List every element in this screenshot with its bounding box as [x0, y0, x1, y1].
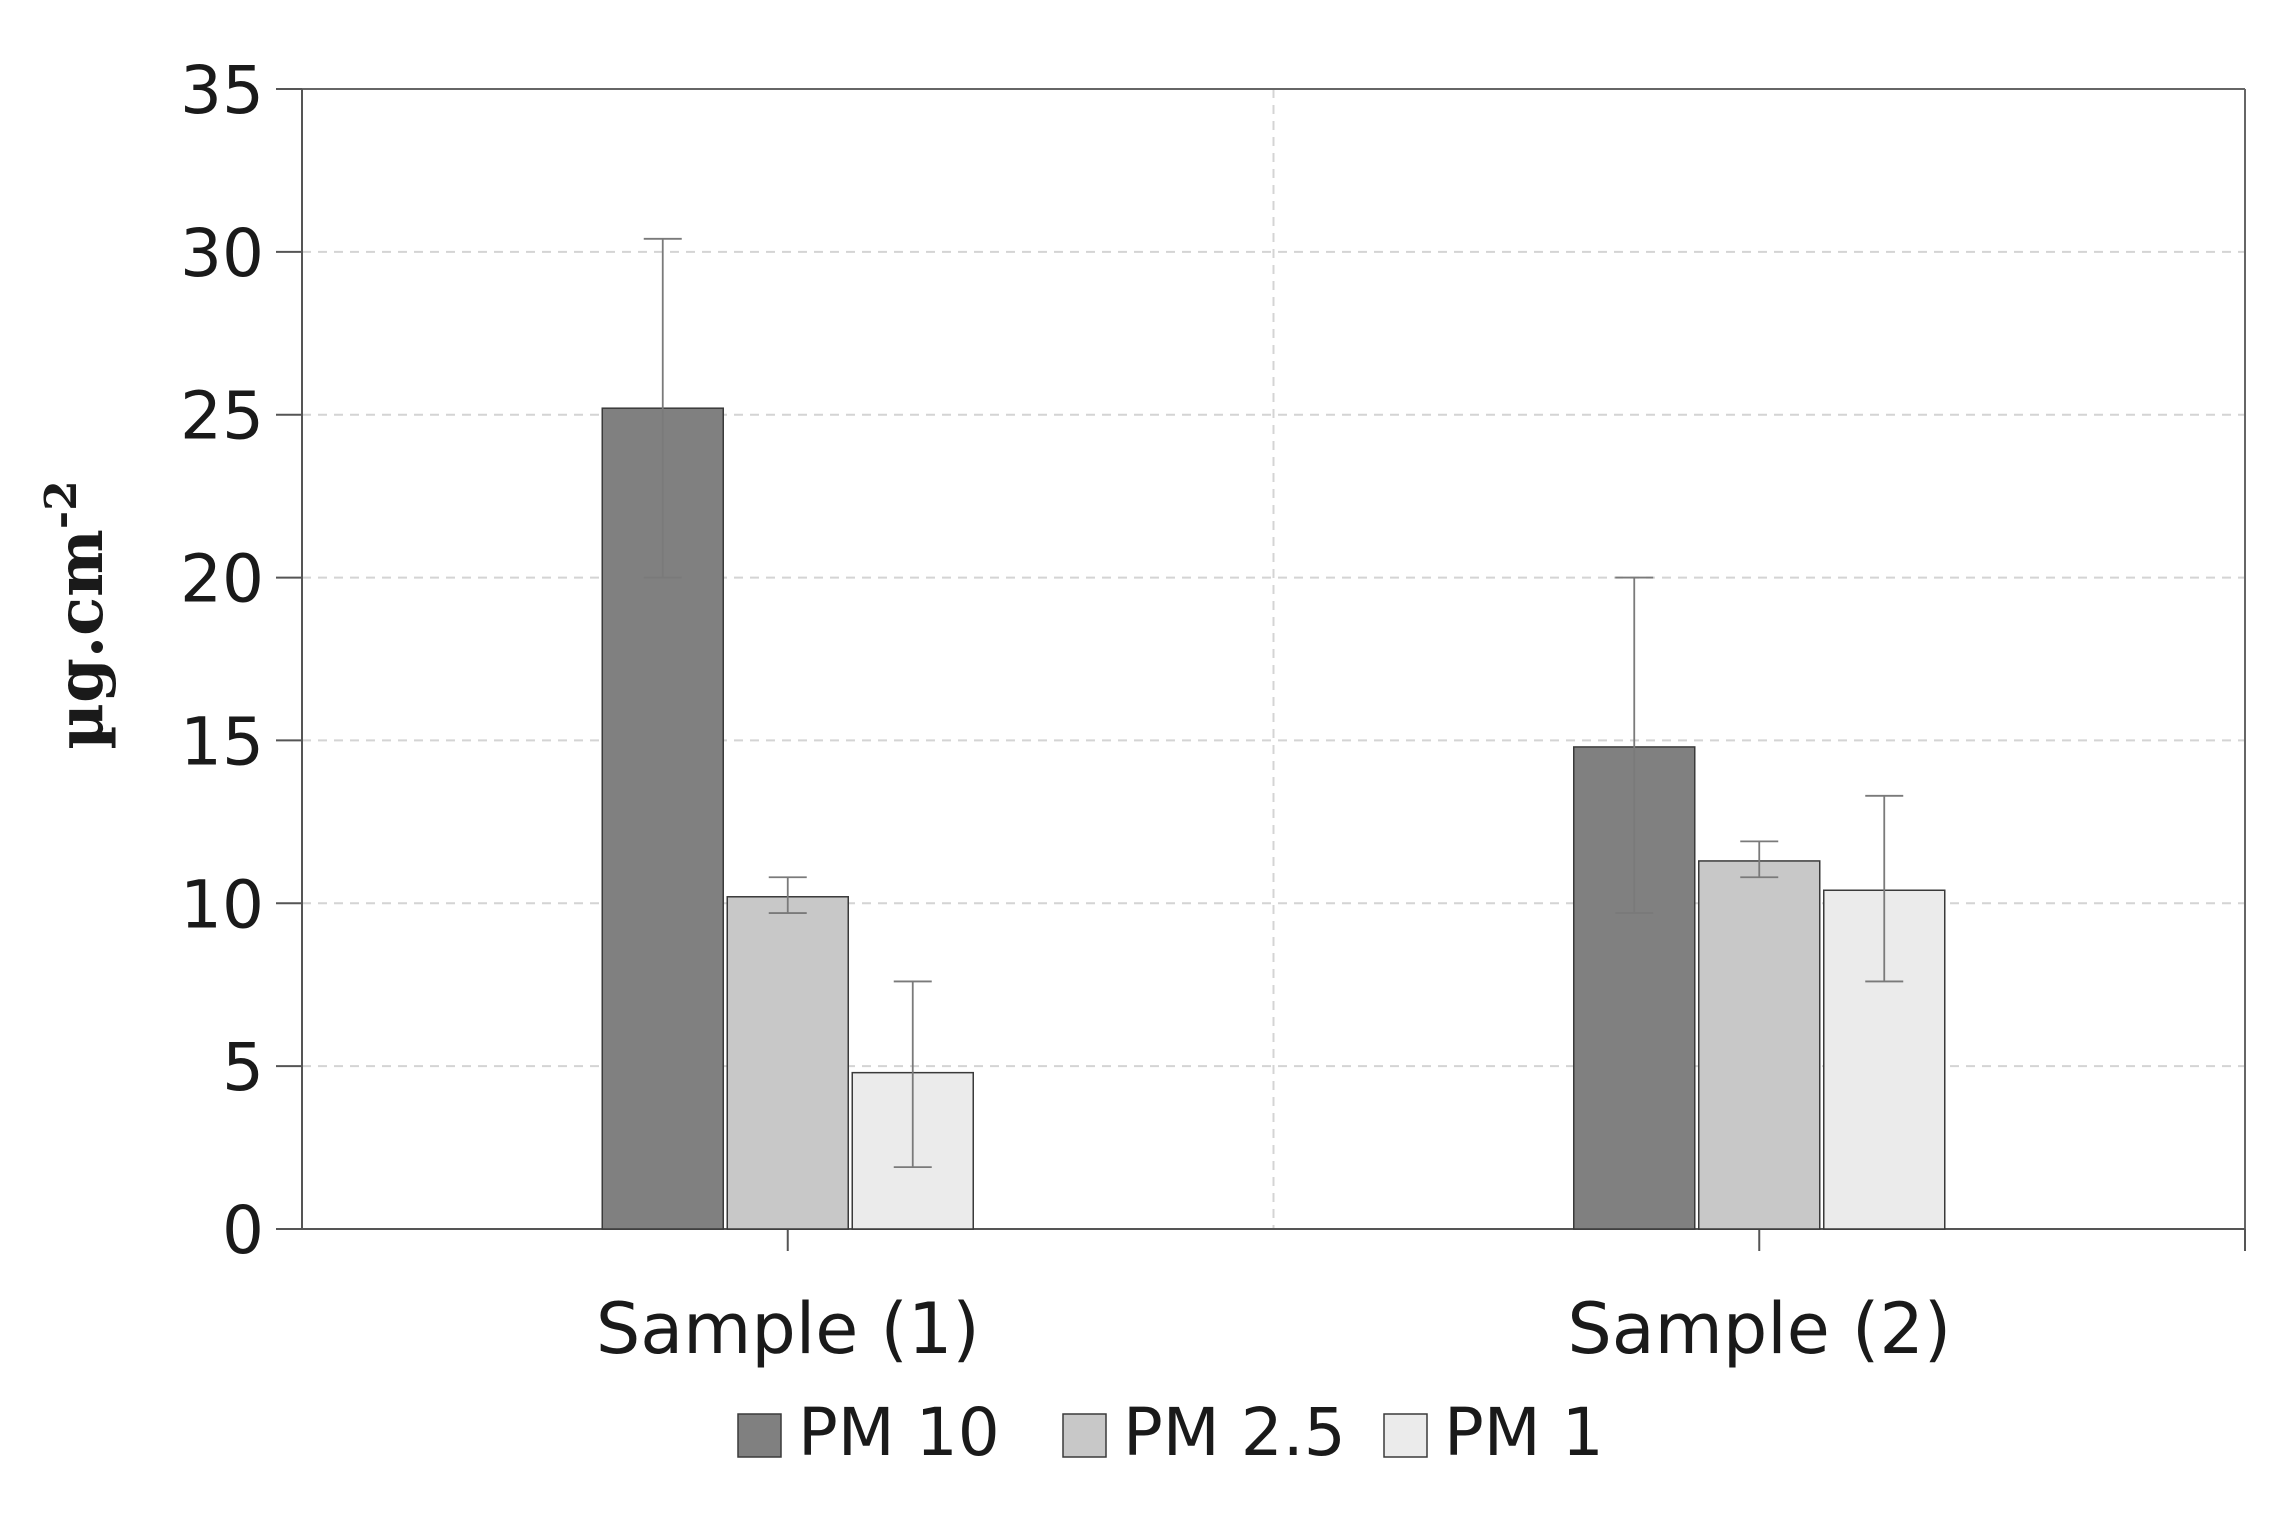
y-tick-label-0: 0 — [222, 1192, 264, 1269]
legend-label: PM 10 — [798, 1394, 1000, 1471]
grid-layer — [302, 88, 2245, 1229]
x-axis-categories: Sample (1) Sample (2) — [596, 1288, 1951, 1370]
y-axis-label: µg.cm-2 — [36, 480, 118, 749]
legend-item-pm-2-5: PM 2.5 — [1062, 1394, 1346, 1471]
error-bar-pm-10-1 — [643, 237, 682, 579]
error-bar-pm-1-2 — [1865, 794, 1904, 983]
error-bar-pm-1-1 — [893, 980, 932, 1169]
x-category-label-2: Sample (2) — [1567, 1288, 1951, 1370]
legend-item-pm-1: PM 1 — [1383, 1394, 1604, 1471]
legend-swatch — [1062, 1413, 1107, 1458]
y-tick-label-20: 20 — [180, 541, 264, 618]
y-axis-label-base: µg.cm — [43, 529, 118, 750]
y-tick-label-15: 15 — [180, 703, 264, 780]
legend-swatch — [1383, 1413, 1428, 1458]
bar-pm-2-5-1 — [726, 896, 849, 1230]
error-bars-layer — [643, 237, 1904, 1169]
y-axis-ticks: 0 5 10 15 20 25 30 35 — [180, 52, 302, 1269]
bar-pm-2-5-2 — [1698, 860, 1821, 1230]
error-bar-pm-10-2 — [1615, 576, 1654, 914]
error-bar-pm-2-5-2 — [1740, 840, 1779, 879]
plot-frame — [276, 88, 2246, 1251]
y-tick-label-5: 5 — [222, 1029, 264, 1106]
legend-item-pm-10: PM 10 — [737, 1394, 1000, 1471]
legend: PM 10 PM 2.5 PM 1 — [737, 1394, 1604, 1471]
y-tick-label-25: 25 — [180, 378, 264, 455]
legend-swatch — [737, 1413, 782, 1458]
error-bar-pm-2-5-1 — [768, 876, 807, 914]
legend-label: PM 2.5 — [1123, 1394, 1346, 1471]
x-category-label-1: Sample (1) — [596, 1288, 980, 1370]
y-axis-label-superscript: -2 — [36, 480, 87, 529]
legend-label: PM 1 — [1444, 1394, 1604, 1471]
y-tick-label-30: 30 — [180, 215, 264, 292]
y-tick-label-10: 10 — [180, 866, 264, 943]
y-tick-label-35: 35 — [180, 52, 264, 129]
